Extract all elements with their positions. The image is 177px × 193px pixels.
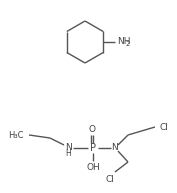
Text: H: H — [65, 150, 71, 158]
Text: Cl: Cl — [105, 174, 115, 184]
Text: P: P — [90, 143, 96, 153]
Text: H₃C: H₃C — [8, 130, 24, 140]
Text: OH: OH — [86, 163, 100, 172]
Text: Cl: Cl — [160, 123, 169, 131]
Text: N: N — [65, 143, 71, 152]
Text: 2: 2 — [126, 41, 130, 47]
Text: N: N — [112, 144, 118, 152]
Text: NH: NH — [117, 37, 131, 47]
Text: O: O — [88, 125, 96, 135]
